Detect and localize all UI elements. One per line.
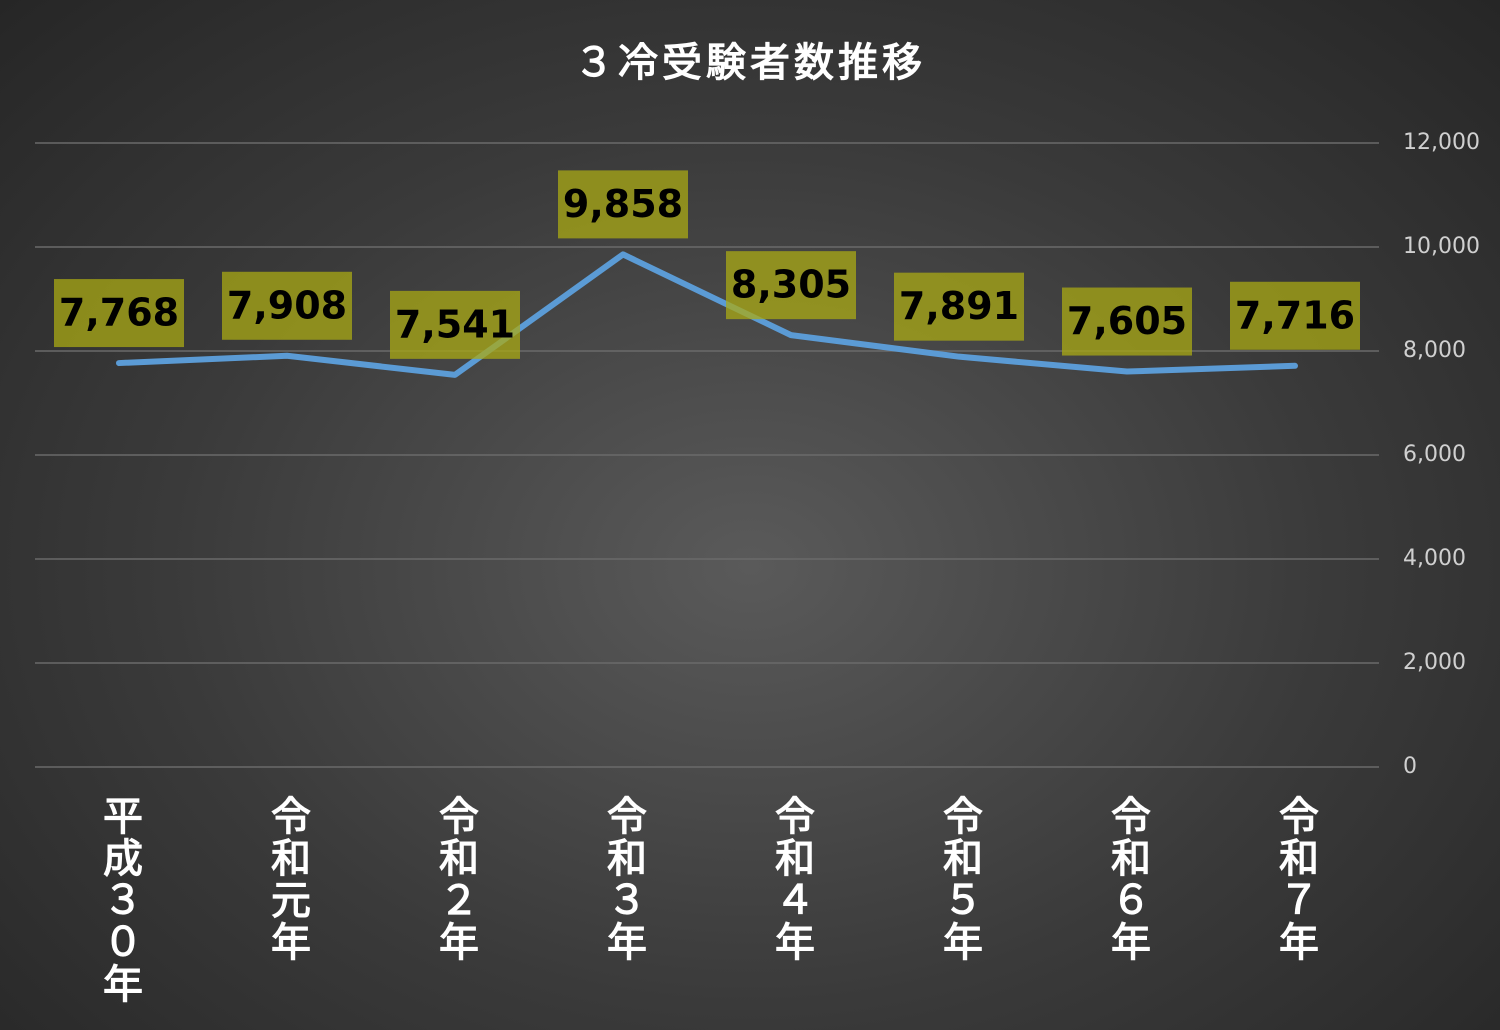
y-tick-label: 10,000 xyxy=(1403,234,1480,259)
label-box xyxy=(894,272,1024,341)
label-box xyxy=(558,170,688,239)
x-tick-label: 令和３年 xyxy=(600,795,646,963)
y-tick-label: 2,000 xyxy=(1403,650,1466,675)
data-label: 7,605 xyxy=(1067,299,1187,343)
data-label: 7,716 xyxy=(1235,293,1355,337)
label-box xyxy=(726,251,856,320)
chart-title: ３冷受験者数推移 xyxy=(574,40,926,86)
data-label: 9,858 xyxy=(563,182,683,226)
data-label: 7,891 xyxy=(899,284,1019,328)
x-tick-label: 令和元年 xyxy=(264,795,310,963)
label-box xyxy=(222,271,352,340)
y-tick-label: 0 xyxy=(1403,754,1417,779)
y-tick-label: 8,000 xyxy=(1403,338,1466,363)
data-label: 8,305 xyxy=(731,263,851,307)
data-label: 7,768 xyxy=(59,291,179,335)
data-line xyxy=(116,251,1298,378)
label-box xyxy=(1230,281,1360,350)
label-box xyxy=(54,279,184,348)
label-box xyxy=(390,290,520,359)
y-tick-label: 4,000 xyxy=(1403,546,1466,571)
y-tick-label: 6,000 xyxy=(1403,442,1466,467)
data-label: 7,908 xyxy=(227,283,347,327)
x-tick-label: 令和４年 xyxy=(768,795,814,963)
x-tick-label: 令和２年 xyxy=(432,795,478,963)
label-box xyxy=(1062,287,1192,356)
x-tick-label: 令和７年 xyxy=(1272,795,1318,963)
x-tick-label: 令和６年 xyxy=(1104,795,1150,963)
x-tick-label: 令和５年 xyxy=(936,795,982,963)
data-label: 7,541 xyxy=(395,302,515,346)
y-tick-label: 12,000 xyxy=(1403,130,1480,155)
x-tick-label: 平成３０年 xyxy=(96,795,142,1005)
